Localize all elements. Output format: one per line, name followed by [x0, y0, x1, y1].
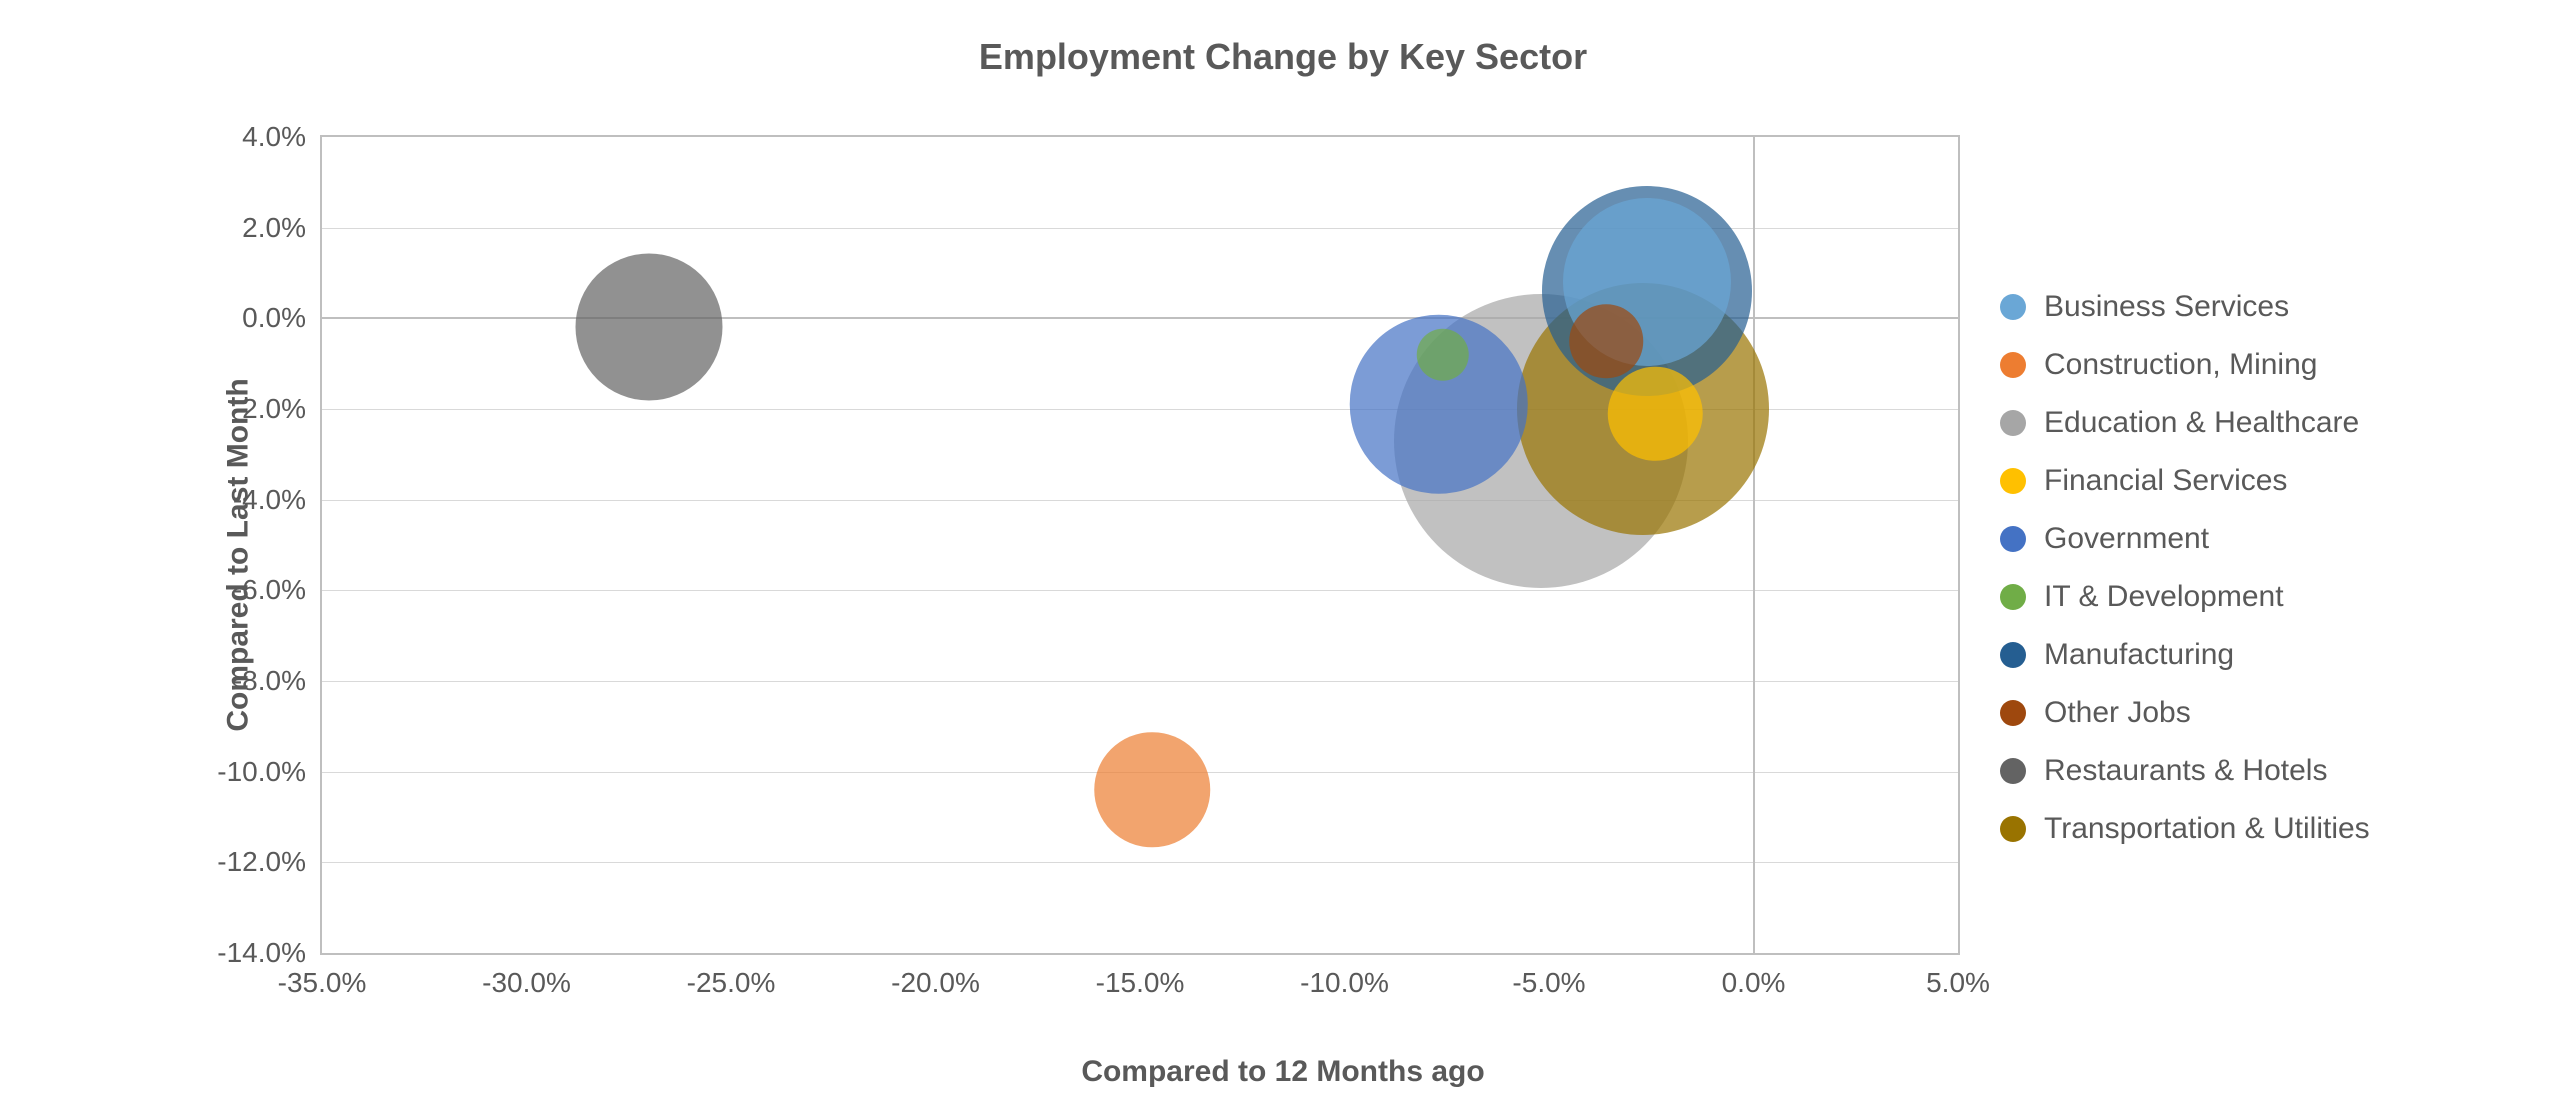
- bubble-construction-mining: [1095, 732, 1211, 848]
- x-tick-label: -5.0%: [1512, 967, 1585, 999]
- legend-item: Restaurants & Hotels: [2000, 754, 2370, 788]
- legend-label: Restaurants & Hotels: [2044, 754, 2327, 788]
- legend-swatch-icon: [2000, 410, 2026, 436]
- gridline-h: [322, 681, 1958, 682]
- legend-swatch-icon: [2000, 352, 2026, 378]
- x-tick-label: 0.0%: [1722, 967, 1786, 999]
- legend-swatch-icon: [2000, 526, 2026, 552]
- y-tick-label: 4.0%: [242, 121, 306, 153]
- y-tick-label: -12.0%: [217, 846, 306, 878]
- legend-item: IT & Development: [2000, 580, 2370, 614]
- plot-area: -14.0%-12.0%-10.0%-8.0%-6.0%-4.0%-2.0%0.…: [320, 135, 1960, 955]
- legend-item: Other Jobs: [2000, 696, 2370, 730]
- legend-item: Manufacturing: [2000, 638, 2370, 672]
- legend-swatch-icon: [2000, 816, 2026, 842]
- legend-item: Transportation & Utilities: [2000, 812, 2370, 846]
- legend-label: Manufacturing: [2044, 638, 2234, 672]
- legend-item: Financial Services: [2000, 464, 2370, 498]
- legend-item: Construction, Mining: [2000, 348, 2370, 382]
- x-tick-label: -15.0%: [1096, 967, 1185, 999]
- y-tick-label: -6.0%: [233, 574, 306, 606]
- bubble-financial-services: [1608, 366, 1703, 461]
- x-tick-label: -35.0%: [278, 967, 367, 999]
- legend-swatch-icon: [2000, 700, 2026, 726]
- x-tick-label: -20.0%: [891, 967, 980, 999]
- y-tick-label: -4.0%: [233, 484, 306, 516]
- x-axis-title: Compared to 12 Months ago: [0, 1055, 2566, 1089]
- y-tick-label: 0.0%: [242, 302, 306, 334]
- legend-item: Business Services: [2000, 290, 2370, 324]
- chart-container: Employment Change by Key Sector Compared…: [0, 0, 2566, 1109]
- legend-label: Government: [2044, 522, 2209, 556]
- legend-label: IT & Development: [2044, 580, 2284, 614]
- gridline-h: [322, 590, 1958, 591]
- x-tick-label: -30.0%: [482, 967, 571, 999]
- legend-swatch-icon: [2000, 642, 2026, 668]
- legend-label: Financial Services: [2044, 464, 2287, 498]
- y-tick-label: -10.0%: [217, 756, 306, 788]
- legend-label: Transportation & Utilities: [2044, 812, 2370, 846]
- x-tick-label: -25.0%: [687, 967, 776, 999]
- legend-swatch-icon: [2000, 584, 2026, 610]
- legend-swatch-icon: [2000, 758, 2026, 784]
- legend-swatch-icon: [2000, 294, 2026, 320]
- y-tick-label: 2.0%: [242, 212, 306, 244]
- legend-swatch-icon: [2000, 468, 2026, 494]
- chart-title: Employment Change by Key Sector: [0, 36, 2566, 78]
- bubble-it-development: [1416, 328, 1469, 381]
- bubble-other-jobs: [1570, 304, 1644, 378]
- legend-label: Business Services: [2044, 290, 2289, 324]
- legend-label: Education & Healthcare: [2044, 406, 2359, 440]
- bubble-restaurants-hotels: [576, 254, 723, 401]
- zero-line-vertical: [1753, 137, 1755, 953]
- legend-item: Government: [2000, 522, 2370, 556]
- legend: Business Services Construction, Mining Edu…: [2000, 290, 2370, 846]
- x-tick-label: 5.0%: [1926, 967, 1990, 999]
- y-tick-label: -2.0%: [233, 393, 306, 425]
- legend-label: Other Jobs: [2044, 696, 2191, 730]
- y-tick-label: -14.0%: [217, 937, 306, 969]
- gridline-h: [322, 862, 1958, 863]
- y-tick-label: -8.0%: [233, 665, 306, 697]
- x-tick-label: -10.0%: [1300, 967, 1389, 999]
- legend-item: Education & Healthcare: [2000, 406, 2370, 440]
- legend-label: Construction, Mining: [2044, 348, 2317, 382]
